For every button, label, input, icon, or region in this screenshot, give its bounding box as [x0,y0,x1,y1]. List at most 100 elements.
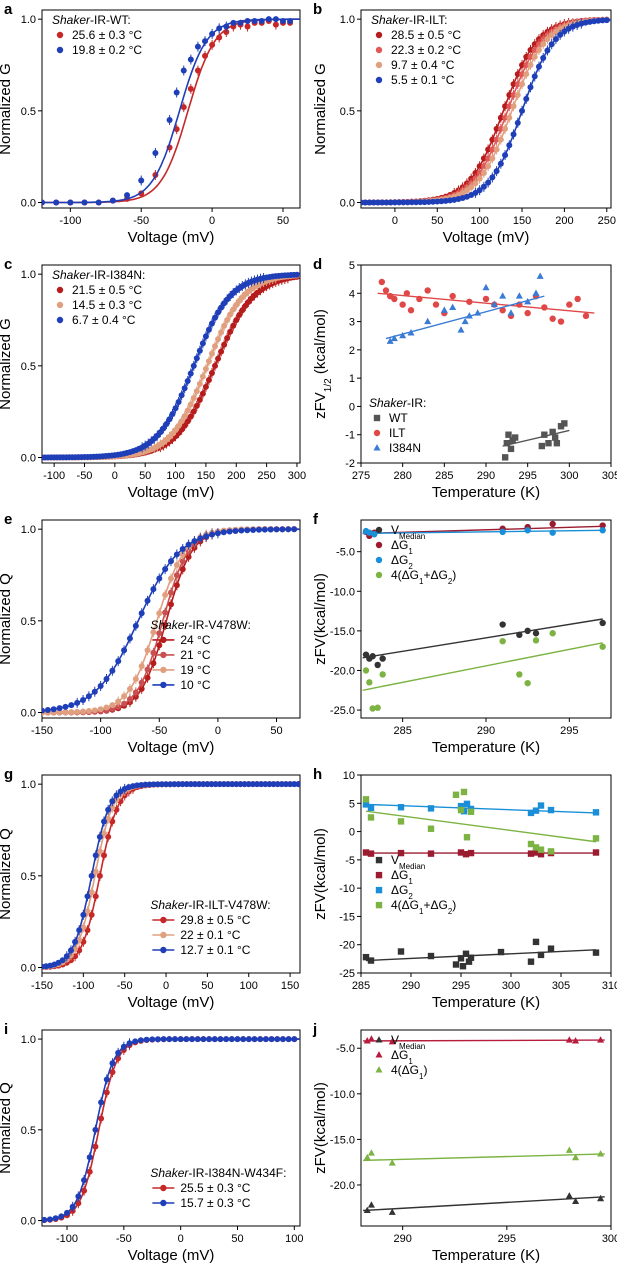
data-point [58,1213,65,1220]
chart-c: c -100 -50 0 50 100 150 200 250 300 0.0 0.5 1.0 Volta… [0,256,306,501]
y-tick-label: -5.0 [336,547,355,559]
data-point [527,84,534,91]
data-point [397,948,405,955]
data-point [548,32,555,39]
data-point [541,431,548,438]
data-point [537,802,545,809]
data-point [537,851,545,858]
y-tick-label: -10.0 [330,586,355,598]
data-point [179,551,186,558]
panel-a: a -100 -50 0 50 0.0 0.5 1.0 Voltage (mV) Normaliz… [0,0,308,255]
data-point [592,849,600,856]
data-point [432,301,440,308]
data-point [223,1036,230,1043]
data-point [56,705,63,712]
data-point [166,416,173,423]
chart-b: b 0 50 100 150 200 250 0.0 0.5 1.0 Voltage (mV) Nor… [312,1,616,246]
legend-marker [160,931,167,939]
data-point [244,23,251,30]
data-point [64,1209,71,1216]
data-point [462,851,470,858]
legend-marker [56,31,64,39]
series-i-1 [42,1036,300,1223]
data-point [126,685,133,692]
legend-marker [375,1051,383,1058]
data-point [476,175,483,182]
data-point [229,781,236,788]
data-point [497,948,505,956]
y-tick-label: 5 [349,798,355,810]
legend-entry: VMedian [391,1033,425,1051]
data-point [86,1168,93,1175]
data-point [463,800,471,808]
y-tick-label: 0.0 [340,198,355,210]
plot-frame [360,9,612,209]
data-point [282,781,289,788]
y-tick-label: 0.0 [21,963,36,975]
legend-entry: 29.8 ± 0.5 °C [180,913,250,927]
fit-line [365,810,597,843]
data-point [460,788,468,796]
data-point [261,526,268,533]
data-point [537,951,545,959]
y-tick-label: -25 [339,968,355,980]
data-point [215,309,222,316]
data-point [189,1036,196,1043]
data-point [138,679,145,686]
legend-c: Shaker-IR-I384N:21.5 ± 0.5 °C14.5 ± 0.3 … [52,268,145,327]
data-point [510,103,517,110]
chart-h: h 285 290 295 300 305 310 -25 -20 -15 -10 -5 0 5 10 Tem… [312,766,617,1011]
legend-entry: 25.6 ± 0.3 °C [72,28,142,42]
plot-frame [360,1029,612,1227]
fit-curve [42,1038,300,1221]
data-point [527,840,535,848]
data-point [149,1036,156,1043]
data-point [144,666,151,673]
series-j-0 [363,1192,605,1215]
data-point [497,125,504,132]
x-tick-label: 50 [201,980,213,992]
data-point [152,150,159,156]
x-tick-label: 0 [112,470,118,482]
data-point [489,146,496,153]
data-point [272,21,279,28]
data-point [425,198,432,205]
data-point [449,303,457,310]
x-tick-label: -50 [133,215,149,227]
legend-marker [375,556,383,564]
data-point [399,331,407,339]
panel-j: j 290 295 300 -20.0 -15.0 -10.0 -5.0 Temperature… [309,1020,617,1272]
legend-entry: 22.3 ± 0.2 °C [391,43,461,57]
data-point [440,306,448,313]
series-a-1 [42,16,300,206]
data-point [472,180,479,187]
panel-letter-f: f [313,511,319,528]
data-point [249,781,256,788]
data-point [367,1035,375,1042]
data-point [499,528,506,536]
data-point [168,575,174,582]
plot-frame [360,774,612,974]
y-tick-label: 0.5 [21,871,36,883]
data-point [92,893,99,900]
data-point [536,272,544,279]
data-point [502,114,509,121]
data-point [285,1036,292,1043]
data-point [62,709,69,716]
panel-letter-j: j [312,1021,317,1038]
data-point [52,1215,59,1222]
data-point [184,407,191,414]
data-point [175,781,182,788]
data-point [287,781,294,788]
data-point [254,781,260,788]
data-point [80,708,87,715]
data-point [503,440,511,447]
data-point [187,413,194,420]
data-point [547,945,555,952]
data-point [180,104,187,111]
data-point [535,41,542,48]
data-point [84,893,91,900]
series-j-1 [363,1035,605,1045]
data-point [67,947,74,954]
legend-entry: ΔG1 [391,1048,413,1066]
